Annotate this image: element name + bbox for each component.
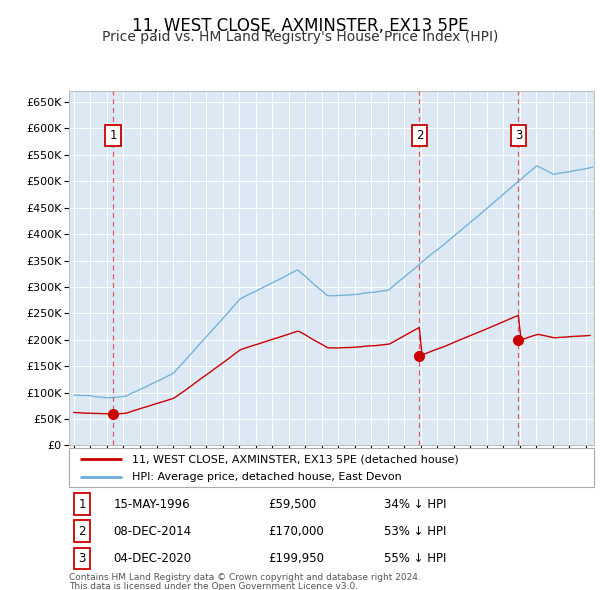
Text: 1: 1 [79,497,86,510]
Text: 3: 3 [79,552,86,565]
Text: 11, WEST CLOSE, AXMINSTER, EX13 5PE (detached house): 11, WEST CLOSE, AXMINSTER, EX13 5PE (det… [132,454,459,464]
Text: 04-DEC-2020: 04-DEC-2020 [113,552,192,565]
Text: 3: 3 [515,129,522,142]
Text: £199,950: £199,950 [269,552,325,565]
Text: 55% ↓ HPI: 55% ↓ HPI [384,552,446,565]
Text: HPI: Average price, detached house, East Devon: HPI: Average price, detached house, East… [132,472,402,482]
Text: 34% ↓ HPI: 34% ↓ HPI [384,497,446,510]
Text: This data is licensed under the Open Government Licence v3.0.: This data is licensed under the Open Gov… [69,582,358,590]
Text: Contains HM Land Registry data © Crown copyright and database right 2024.: Contains HM Land Registry data © Crown c… [69,573,421,582]
Text: 2: 2 [79,525,86,537]
Text: £170,000: £170,000 [269,525,324,537]
Text: 1: 1 [109,129,117,142]
Text: £59,500: £59,500 [269,497,317,510]
Text: 53% ↓ HPI: 53% ↓ HPI [384,525,446,537]
FancyBboxPatch shape [69,448,594,487]
Text: 15-MAY-1996: 15-MAY-1996 [113,497,190,510]
Text: 11, WEST CLOSE, AXMINSTER, EX13 5PE: 11, WEST CLOSE, AXMINSTER, EX13 5PE [132,17,468,35]
Text: Price paid vs. HM Land Registry's House Price Index (HPI): Price paid vs. HM Land Registry's House … [102,30,498,44]
Text: 08-DEC-2014: 08-DEC-2014 [113,525,192,537]
Text: 2: 2 [416,129,423,142]
